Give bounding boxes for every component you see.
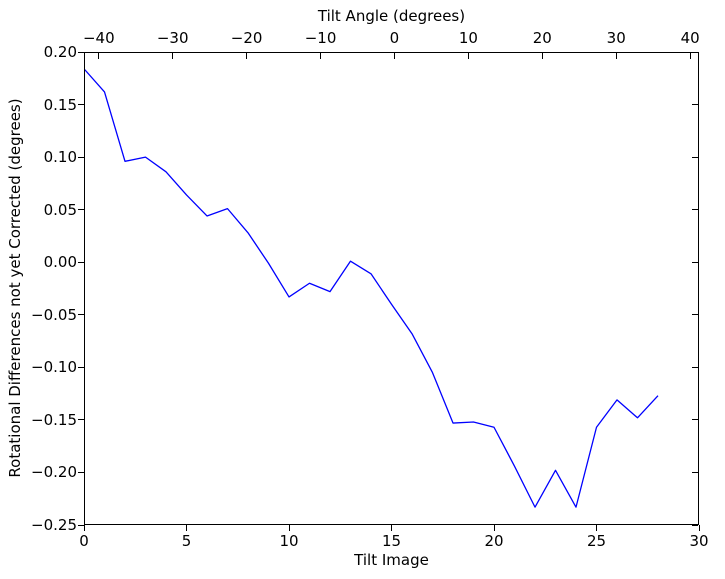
- top-tick-mark: [246, 53, 248, 59]
- y-tick-label: 0.15: [43, 95, 77, 114]
- top-tick-mark: [541, 53, 543, 59]
- y-right-tick-mark: [692, 209, 698, 211]
- y-right-tick-mark: [692, 419, 698, 421]
- x-tick-mark: [288, 525, 290, 531]
- y-right-tick-mark: [692, 104, 698, 106]
- y-tick-label: −0.05: [31, 305, 77, 324]
- top-tick-mark: [393, 53, 395, 59]
- y-right-tick-mark: [692, 471, 698, 473]
- y-right-tick-mark: [692, 261, 698, 263]
- top-tick-label: 20: [532, 29, 552, 47]
- y-right-tick-mark: [692, 524, 698, 526]
- y-right-tick-mark: [692, 156, 698, 158]
- y-tick-mark: [78, 51, 84, 53]
- y-tick-label: −0.20: [31, 463, 77, 482]
- y-tick-label: −0.10: [31, 358, 77, 377]
- x-tick-mark: [596, 525, 597, 531]
- y-tick-mark: [78, 366, 84, 368]
- x-tick-label: 20: [484, 532, 504, 550]
- y-tick-mark: [78, 104, 84, 106]
- y-tick-label: 0.10: [43, 148, 77, 167]
- y-tick-label: −0.15: [31, 410, 77, 429]
- x-tick-label: 0: [79, 532, 89, 550]
- x-tick-label: 25: [586, 532, 607, 550]
- y-tick-label: 0.00: [43, 253, 77, 272]
- y-tick-mark: [78, 314, 84, 316]
- top-tick-label: 40: [680, 29, 700, 47]
- y-tick-mark: [78, 471, 84, 473]
- y-right-tick-mark: [692, 51, 698, 53]
- top-tick-mark: [689, 53, 691, 59]
- top-tick-mark: [320, 53, 322, 59]
- top-tick-mark: [98, 53, 100, 59]
- x-tick-mark: [391, 525, 392, 531]
- x-tick-mark: [493, 525, 495, 531]
- top-tick-label: 30: [606, 29, 626, 47]
- top-tick-label: −20: [230, 29, 263, 47]
- x-tick-mark: [186, 525, 187, 531]
- y-tick-mark: [78, 524, 84, 526]
- y-right-tick-mark: [692, 314, 698, 316]
- top-axis-title: Tilt Angle (degrees): [317, 7, 466, 25]
- top-tick-mark: [172, 53, 174, 59]
- top-tick-mark: [467, 53, 469, 59]
- plot-area: [84, 52, 699, 525]
- top-tick-label: −30: [156, 29, 189, 47]
- top-tick-label: 0: [389, 29, 400, 47]
- y-tick-mark: [78, 156, 84, 158]
- x-tick-label: 15: [381, 532, 402, 550]
- line-chart: [85, 68, 659, 508]
- top-tick-label: 10: [458, 29, 478, 47]
- x-tick-label: 10: [279, 532, 299, 550]
- x-tick-label: 30: [689, 532, 709, 550]
- x-axis-title: Tilt Image: [354, 551, 429, 569]
- y-tick-mark: [78, 261, 84, 263]
- series-rotational-difference: [85, 68, 659, 508]
- y-right-tick-mark: [692, 366, 698, 368]
- y-tick-mark: [78, 419, 84, 421]
- y-tick-label: −0.25: [31, 516, 77, 534]
- top-tick-label: −40: [82, 29, 115, 47]
- y-tick-label: 0.05: [43, 200, 77, 219]
- x-tick-mark: [83, 525, 85, 531]
- top-tick-label: −10: [304, 29, 337, 47]
- x-tick-label: 5: [181, 532, 192, 550]
- y-tick-label: 0.20: [43, 43, 77, 61]
- top-tick-mark: [615, 53, 617, 59]
- x-tick-mark: [698, 525, 700, 531]
- y-tick-mark: [78, 209, 84, 211]
